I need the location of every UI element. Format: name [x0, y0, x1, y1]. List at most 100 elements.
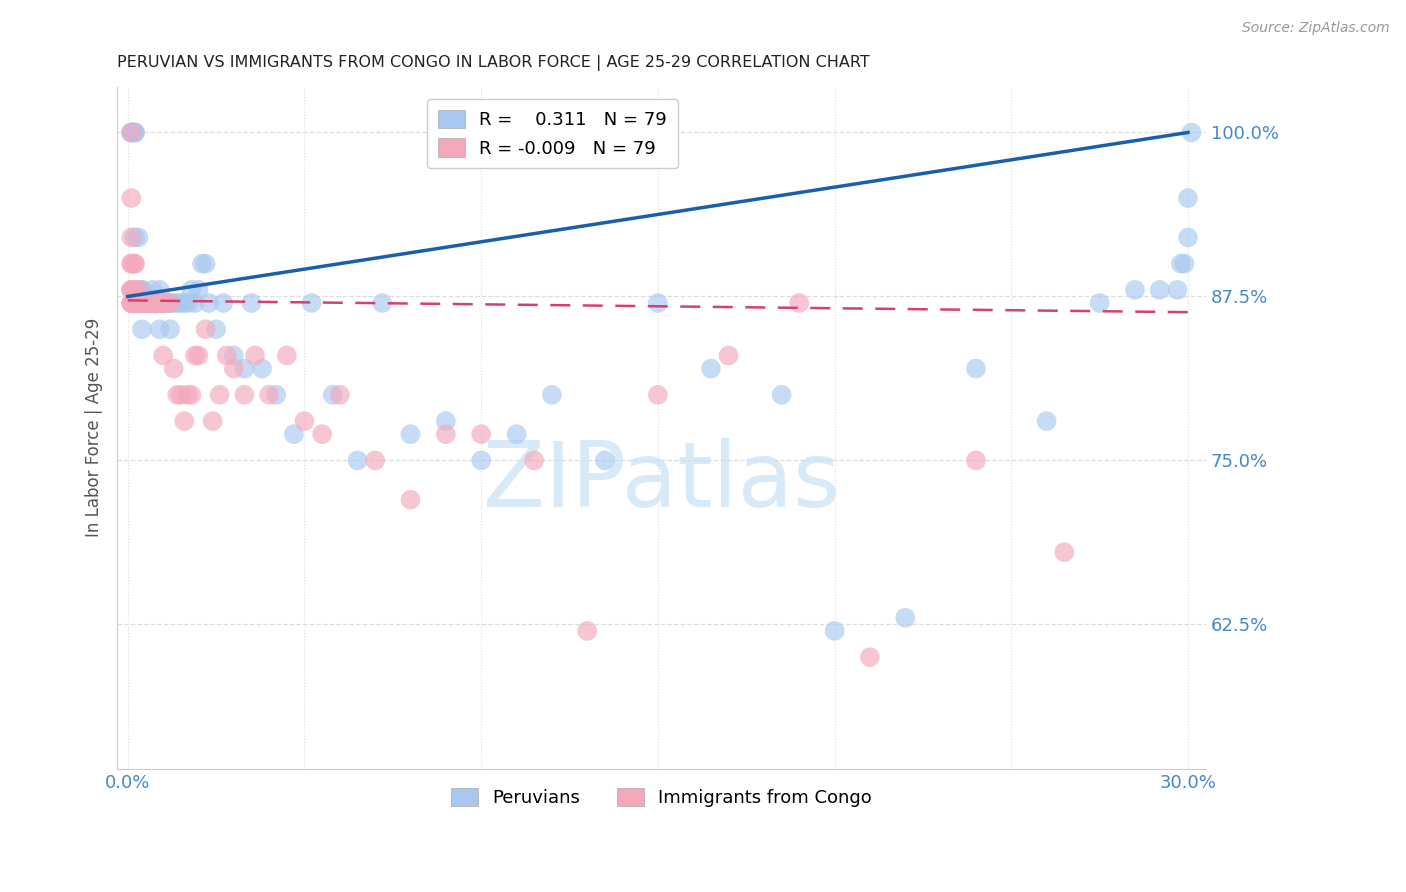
- Point: [523, 453, 546, 467]
- Point: [965, 361, 987, 376]
- Point: [470, 427, 492, 442]
- Point: [127, 296, 149, 310]
- Point: [124, 296, 146, 310]
- Point: [1123, 283, 1146, 297]
- Point: [700, 361, 723, 376]
- Point: [166, 388, 188, 402]
- Point: [173, 414, 195, 428]
- Point: [124, 257, 146, 271]
- Legend: Peruvians, Immigrants from Congo: Peruvians, Immigrants from Congo: [444, 780, 879, 814]
- Point: [180, 388, 202, 402]
- Point: [120, 257, 142, 271]
- Point: [124, 257, 146, 271]
- Point: [208, 388, 231, 402]
- Point: [120, 296, 142, 310]
- Point: [399, 427, 422, 442]
- Point: [127, 296, 149, 310]
- Point: [184, 296, 207, 310]
- Point: [824, 624, 846, 638]
- Point: [1166, 283, 1188, 297]
- Point: [205, 322, 228, 336]
- Point: [222, 349, 245, 363]
- Point: [173, 296, 195, 310]
- Point: [194, 322, 217, 336]
- Point: [233, 388, 256, 402]
- Point: [141, 296, 163, 310]
- Point: [541, 388, 564, 402]
- Point: [647, 296, 669, 310]
- Point: [156, 296, 179, 310]
- Point: [131, 322, 153, 336]
- Point: [787, 296, 810, 310]
- Point: [222, 361, 245, 376]
- Point: [131, 296, 153, 310]
- Point: [156, 296, 179, 310]
- Point: [240, 296, 263, 310]
- Point: [131, 283, 153, 297]
- Point: [124, 126, 146, 140]
- Point: [120, 126, 142, 140]
- Point: [717, 349, 740, 363]
- Point: [470, 453, 492, 467]
- Point: [138, 296, 160, 310]
- Point: [276, 349, 298, 363]
- Point: [201, 414, 224, 428]
- Point: [145, 296, 167, 310]
- Point: [152, 296, 174, 310]
- Point: [152, 296, 174, 310]
- Point: [170, 296, 193, 310]
- Point: [120, 283, 142, 297]
- Point: [364, 453, 387, 467]
- Point: [311, 427, 333, 442]
- Y-axis label: In Labor Force | Age 25-29: In Labor Force | Age 25-29: [86, 318, 103, 537]
- Point: [134, 296, 156, 310]
- Point: [301, 296, 323, 310]
- Point: [170, 388, 193, 402]
- Point: [134, 296, 156, 310]
- Point: [131, 296, 153, 310]
- Point: [149, 322, 172, 336]
- Point: [264, 388, 287, 402]
- Point: [127, 296, 149, 310]
- Point: [138, 296, 160, 310]
- Point: [127, 296, 149, 310]
- Point: [145, 296, 167, 310]
- Point: [329, 388, 352, 402]
- Point: [145, 296, 167, 310]
- Point: [131, 296, 153, 310]
- Point: [212, 296, 235, 310]
- Point: [127, 230, 149, 244]
- Point: [138, 296, 160, 310]
- Point: [127, 296, 149, 310]
- Point: [127, 296, 149, 310]
- Point: [163, 296, 186, 310]
- Point: [1149, 283, 1171, 297]
- Point: [120, 230, 142, 244]
- Point: [243, 349, 266, 363]
- Point: [141, 296, 163, 310]
- Point: [124, 230, 146, 244]
- Point: [127, 296, 149, 310]
- Point: [894, 611, 917, 625]
- Point: [120, 296, 142, 310]
- Point: [399, 492, 422, 507]
- Point: [131, 283, 153, 297]
- Point: [138, 296, 160, 310]
- Point: [149, 296, 172, 310]
- Point: [180, 283, 202, 297]
- Point: [1053, 545, 1076, 559]
- Point: [145, 296, 167, 310]
- Point: [127, 296, 149, 310]
- Point: [134, 296, 156, 310]
- Point: [159, 296, 181, 310]
- Point: [346, 453, 368, 467]
- Point: [576, 624, 599, 638]
- Point: [149, 296, 172, 310]
- Point: [250, 361, 273, 376]
- Point: [184, 349, 207, 363]
- Point: [1170, 257, 1192, 271]
- Point: [120, 126, 142, 140]
- Point: [647, 388, 669, 402]
- Point: [434, 427, 457, 442]
- Point: [1177, 191, 1199, 205]
